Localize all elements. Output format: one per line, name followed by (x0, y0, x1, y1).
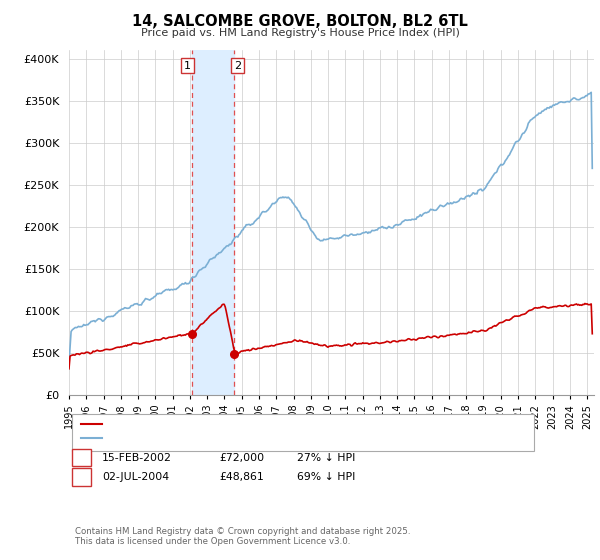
Text: 2: 2 (234, 60, 241, 71)
Text: 15-FEB-2002: 15-FEB-2002 (102, 452, 172, 463)
Text: 14, SALCOMBE GROVE, BOLTON, BL2 6TL (detached house): 14, SALCOMBE GROVE, BOLTON, BL2 6TL (det… (106, 419, 416, 430)
Text: HPI: Average price, detached house, Bolton: HPI: Average price, detached house, Bolt… (106, 433, 332, 444)
Text: £48,861: £48,861 (219, 472, 264, 482)
Text: 1: 1 (184, 60, 191, 71)
Text: 27% ↓ HPI: 27% ↓ HPI (297, 452, 355, 463)
Text: Price paid vs. HM Land Registry's House Price Index (HPI): Price paid vs. HM Land Registry's House … (140, 28, 460, 38)
Text: Contains HM Land Registry data © Crown copyright and database right 2025.
This d: Contains HM Land Registry data © Crown c… (75, 526, 410, 546)
Text: 69% ↓ HPI: 69% ↓ HPI (297, 472, 355, 482)
Text: 2: 2 (78, 472, 85, 482)
Text: 14, SALCOMBE GROVE, BOLTON, BL2 6TL: 14, SALCOMBE GROVE, BOLTON, BL2 6TL (132, 14, 468, 29)
Text: £72,000: £72,000 (219, 452, 264, 463)
Text: 02-JUL-2004: 02-JUL-2004 (102, 472, 169, 482)
Text: 1: 1 (78, 452, 85, 463)
Bar (191, 50, 234, 395)
